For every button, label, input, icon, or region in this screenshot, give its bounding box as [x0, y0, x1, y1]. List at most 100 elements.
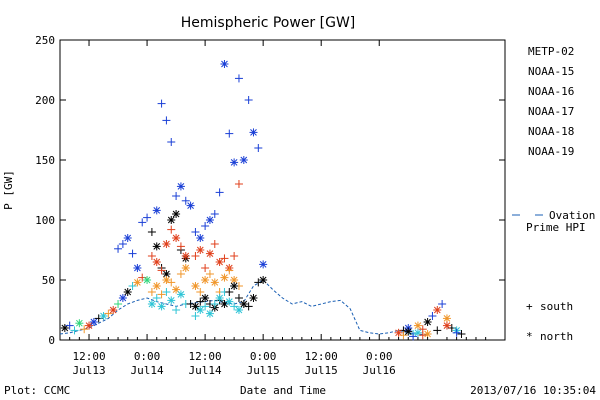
- marker-stroke: [201, 294, 209, 302]
- marker-stroke: [163, 240, 170, 248]
- point-north: [201, 276, 210, 284]
- marker-stroke: [395, 329, 402, 337]
- marker-symbol: +: [526, 300, 533, 313]
- marker-stroke: [119, 294, 127, 302]
- point-north: [181, 252, 190, 260]
- point-south: [244, 96, 253, 104]
- y-axis-label: P [GW]: [2, 170, 15, 210]
- point-north: [196, 246, 205, 254]
- point-south: [152, 294, 161, 302]
- x-tick-time: 0:00: [134, 350, 161, 363]
- point-north: [109, 306, 118, 314]
- point-north: [191, 282, 200, 290]
- point-north: [167, 216, 176, 224]
- x-tick-time: 12:00: [305, 350, 338, 363]
- point-south: [210, 210, 219, 218]
- point-south: [409, 332, 418, 341]
- point-north: [152, 258, 161, 266]
- marker-stroke: [153, 207, 161, 214]
- point-south: [114, 300, 123, 308]
- point-south: [181, 196, 190, 205]
- marker-stroke: [221, 60, 228, 68]
- x-tick-time: 12:00: [72, 350, 105, 363]
- point-south: [433, 326, 442, 335]
- point-north: [123, 234, 132, 242]
- point-north: [225, 297, 234, 306]
- point-north: [152, 282, 161, 290]
- plot-credit: Plot: CCMC: [4, 384, 70, 397]
- marker-stroke: [90, 318, 98, 326]
- point-north: [234, 306, 243, 314]
- timestamp: 2013/07/16 10:35:04: [470, 384, 596, 397]
- marker-stroke: [124, 234, 132, 242]
- point-south: [157, 266, 166, 275]
- marker-stroke: [206, 250, 214, 257]
- point-north: [423, 330, 432, 338]
- marker-stroke: [443, 322, 451, 329]
- marker-stroke: [414, 329, 422, 337]
- marker-stroke: [163, 276, 170, 284]
- point-south: [172, 306, 181, 314]
- legend: METP-02 NOAA-15 NOAA-16 NOAA-17 NOAA-18 NOAA-…: [528, 45, 574, 158]
- marker-stroke: [153, 243, 161, 250]
- point-south: [254, 144, 263, 152]
- x-axis-label: Date and Time: [240, 384, 326, 397]
- y-tick-label: 0: [48, 334, 55, 347]
- point-south: [157, 99, 166, 108]
- point-south: [201, 222, 210, 230]
- chart-title: Hemispheric Power [GW]: [181, 15, 356, 31]
- y-tick-label: 250: [35, 34, 55, 47]
- marker-stroke: [230, 282, 238, 290]
- marker-stroke: [221, 274, 228, 281]
- satellite-points: [60, 60, 466, 341]
- point-south: [162, 288, 171, 296]
- marker-stroke: [134, 264, 141, 272]
- point-north: [162, 240, 171, 248]
- legend-item: NOAA-18: [528, 125, 574, 138]
- marker-stroke: [172, 210, 180, 218]
- point-north: [191, 302, 200, 311]
- point-north: [239, 156, 248, 164]
- point-north: [172, 234, 181, 242]
- point-south: [147, 288, 156, 296]
- marker-stroke: [163, 270, 170, 278]
- point-north: [123, 288, 132, 296]
- point-south: [244, 302, 253, 311]
- point-north: [133, 264, 142, 272]
- point-north: [172, 210, 181, 218]
- point-south: [114, 244, 123, 253]
- point-south: [399, 331, 408, 340]
- point-south: [157, 290, 166, 299]
- point-north: [196, 306, 205, 314]
- point-south: [196, 288, 205, 296]
- point-north: [152, 242, 161, 251]
- x-tick-date: Jul15: [305, 364, 338, 377]
- point-south: [128, 249, 137, 258]
- point-north: [176, 182, 185, 191]
- point-south: [191, 252, 200, 260]
- point-north: [186, 201, 195, 210]
- marker-stroke: [225, 298, 233, 305]
- marker-stroke: [177, 183, 185, 190]
- y-tick-label: 150: [35, 154, 55, 167]
- point-north: [205, 249, 214, 258]
- point-south: [162, 116, 171, 125]
- point-north: [220, 60, 229, 68]
- ovation-legend: Ovation Prime HPI: [512, 209, 595, 234]
- legend-item: NOAA-17: [528, 105, 574, 118]
- marker-symbol: *: [526, 330, 533, 343]
- point-north: [152, 206, 161, 215]
- point-north: [230, 158, 239, 167]
- ovation-line: [59, 279, 428, 336]
- point-south: [191, 312, 200, 320]
- point-south: [225, 266, 234, 275]
- point-south: [234, 180, 243, 188]
- marker-stroke: [196, 234, 204, 242]
- marker-stroke: [259, 276, 267, 284]
- point-south: [138, 218, 147, 227]
- marker-stroke: [153, 258, 161, 266]
- marker-stroke: [424, 318, 431, 326]
- legend-item: NOAA-15: [528, 65, 574, 78]
- marker-stroke: [148, 300, 156, 308]
- marker-stroke: [143, 276, 151, 284]
